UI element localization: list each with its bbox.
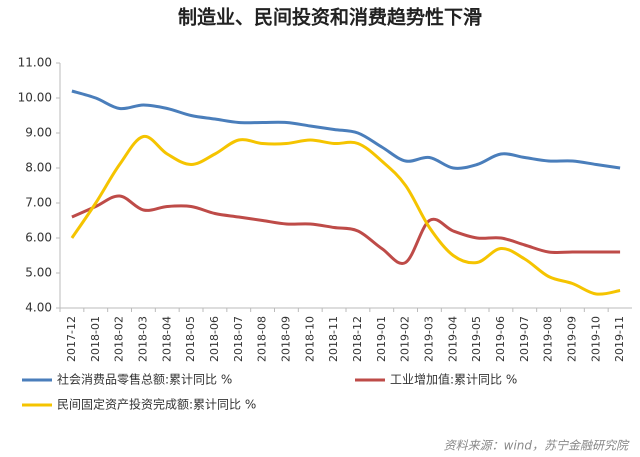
x-tick-label: 2019-09 — [565, 316, 578, 362]
x-tick-label: 2019-08 — [542, 316, 555, 362]
source-note: 资料来源：wind，苏宁金融研究院 — [444, 439, 630, 453]
series-line — [70, 134, 621, 296]
x-tick-label: 2019-05 — [470, 316, 483, 362]
x-tick-label: 2018-11 — [327, 316, 340, 362]
x-tick-label: 2018-06 — [208, 316, 221, 362]
y-tick-label: 9.00 — [25, 126, 52, 140]
x-tick-label: 2019-11 — [613, 316, 626, 362]
series-line — [71, 89, 621, 170]
legend-label: 社会消费品零售总额:累计同比 % — [57, 372, 232, 387]
x-tick-label: 2019-01 — [375, 316, 388, 362]
x-tick-label: 2019-02 — [399, 316, 412, 362]
legend-label: 民间固定资产投资完成额:累计同比 % — [57, 397, 256, 412]
y-tick-label: 7.00 — [25, 196, 52, 210]
y-tick-label: 8.00 — [25, 161, 52, 175]
y-tick-label: 10.00 — [18, 91, 52, 105]
x-tick-label: 2018-01 — [89, 316, 102, 362]
x-tick-label: 2019-06 — [494, 316, 507, 362]
y-tick-label: 4.00 — [25, 301, 52, 315]
x-tick-label: 2019-04 — [446, 316, 459, 362]
chart-title: 制造业、民间投资和消费趋势性下滑 — [178, 6, 482, 29]
x-tick-label: 2018-09 — [279, 316, 292, 362]
x-tick-label: 2019-03 — [422, 316, 435, 362]
x-tick-label: 2018-10 — [303, 316, 316, 362]
x-tick-label: 2017-12 — [65, 316, 78, 362]
legend-label: 工业增加值:累计同比 % — [390, 372, 517, 387]
y-tick-label: 11.00 — [18, 56, 52, 70]
series-line — [71, 194, 621, 265]
x-tick-label: 2018-02 — [113, 316, 126, 362]
x-tick-label: 2018-03 — [136, 316, 149, 362]
y-tick-label: 6.00 — [25, 231, 52, 245]
x-tick-label: 2019-07 — [518, 316, 531, 362]
x-tick-label: 2018-07 — [232, 316, 245, 362]
x-tick-label: 2018-08 — [256, 316, 269, 362]
x-tick-label: 2018-04 — [160, 316, 173, 362]
y-tick-label: 5.00 — [25, 266, 52, 280]
x-tick-label: 2018-12 — [351, 316, 364, 362]
x-tick-label: 2019-10 — [589, 316, 602, 362]
x-tick-label: 2018-05 — [184, 316, 197, 362]
